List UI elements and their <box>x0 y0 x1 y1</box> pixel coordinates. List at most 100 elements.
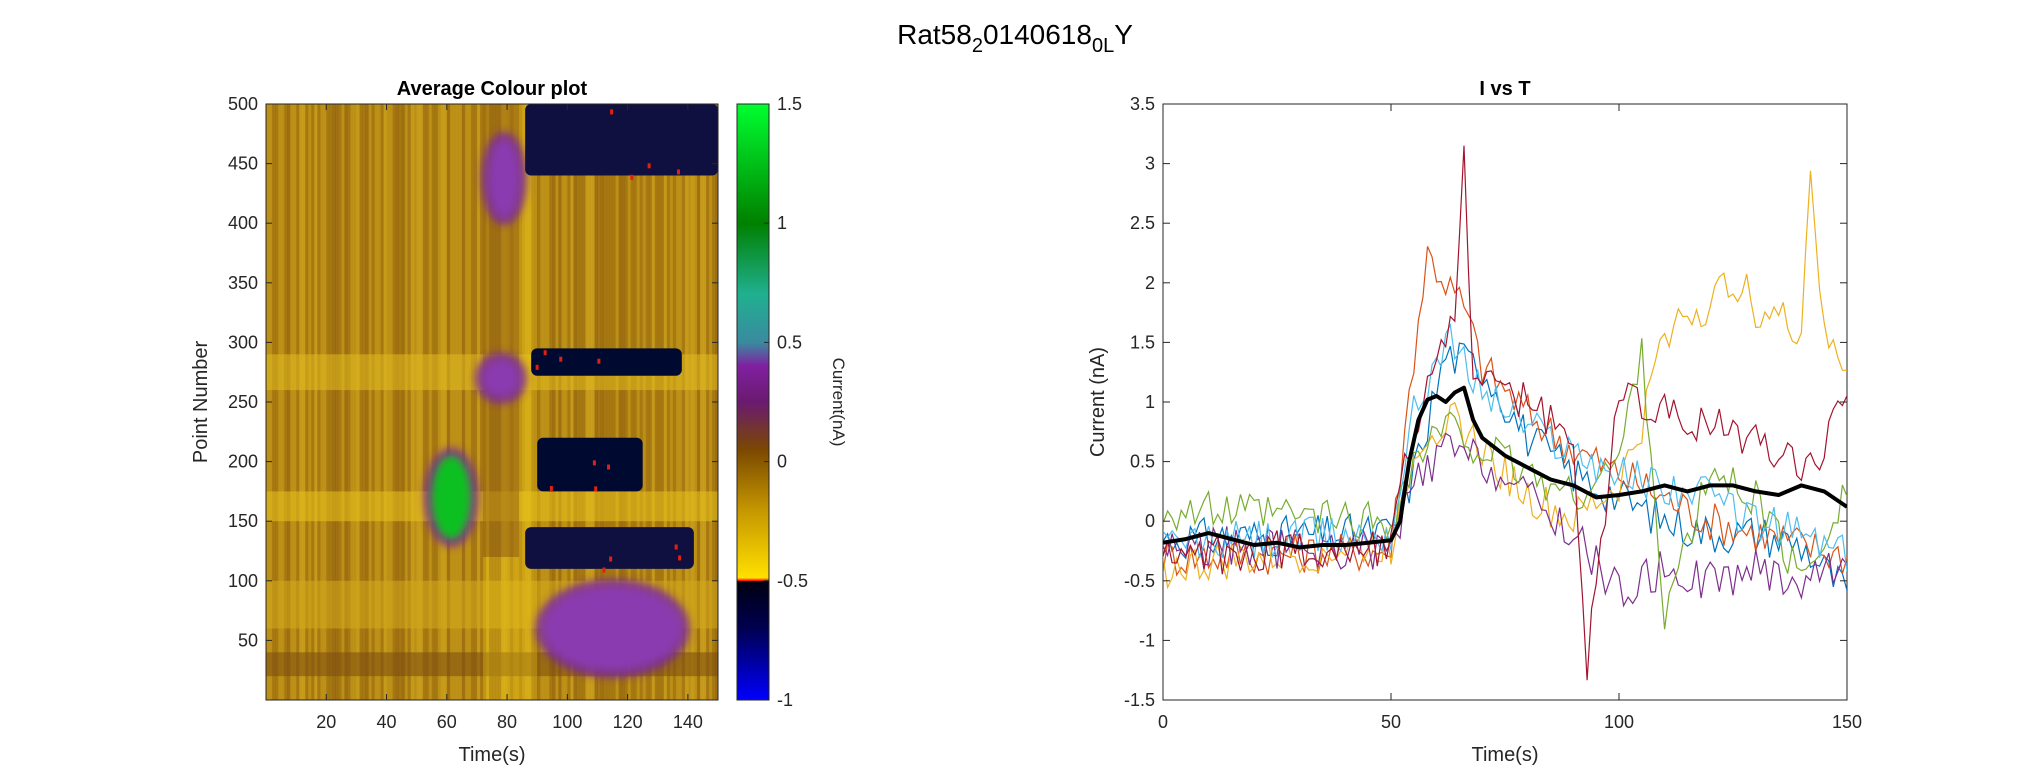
line-y-tick-label: -0.5 <box>1124 571 1155 591</box>
heatmap-stripe <box>437 104 442 700</box>
heatmap-stripe <box>311 104 315 700</box>
heatmap-band <box>266 491 718 522</box>
heatmap-stripes <box>266 104 718 700</box>
heatmap-stripe <box>479 104 484 700</box>
heatmap-stripe <box>537 104 541 700</box>
heatmap-stripe <box>678 104 683 700</box>
heatmap-stripe <box>555 104 559 700</box>
heatmap-stripe <box>696 104 701 700</box>
heatmap-stripe <box>567 104 571 700</box>
heatmap-stripe <box>389 104 394 700</box>
heatmap-stripe <box>690 104 695 700</box>
heatmap-stripe <box>657 104 662 700</box>
heatmap-stripe <box>642 104 647 700</box>
heatmap-stripe <box>410 104 415 700</box>
heatmap-region <box>525 104 718 176</box>
heatmap-stripe <box>585 104 589 700</box>
heatmap-stripe <box>633 104 638 700</box>
heatmap-stripe <box>618 104 623 700</box>
heatmap-stripe <box>353 104 357 700</box>
heatmap-stripe <box>413 104 418 700</box>
heatmap-region <box>531 348 682 376</box>
line-y-tick-label: 1.5 <box>1130 332 1155 352</box>
trial-trace <box>1163 145 1847 681</box>
line-y-tick-label: 3.5 <box>1130 94 1155 114</box>
heatmap-stripe <box>404 104 409 700</box>
heatmap-stripe <box>356 104 360 700</box>
heatmap-stripe <box>561 104 565 700</box>
heatmap-stripe <box>684 104 689 700</box>
heatmap-stripe <box>428 104 433 700</box>
heatmap-stripe <box>510 104 514 700</box>
heatmap-stripe <box>627 104 632 700</box>
heatmap-stripe <box>383 104 388 700</box>
line-x-tick-label: 50 <box>1381 712 1401 732</box>
trial-trace <box>1163 338 1847 630</box>
heatmap-stripe <box>374 104 378 700</box>
heatmap-stripe <box>651 104 656 700</box>
heatmap-stripe <box>464 104 469 700</box>
heatmap-speck <box>609 556 613 562</box>
heatmap-stripe <box>534 104 538 700</box>
heatmap-stripe <box>431 104 436 700</box>
heatmap-x-tick-label: 80 <box>497 712 517 732</box>
heatmap-stripe <box>323 104 327 700</box>
heatmap-stripe <box>516 104 520 700</box>
line-y-tick-label: 1 <box>1145 392 1155 412</box>
heatmap-stripe <box>702 104 707 700</box>
heatmap-stripe <box>687 104 692 700</box>
heatmap-stripe <box>579 104 583 700</box>
heatmap-stripe <box>600 104 604 700</box>
heatmap-stripe <box>639 104 644 700</box>
heatmap-speck <box>610 109 614 115</box>
heatmap-stripe <box>416 104 421 700</box>
heatmap-stripe <box>350 104 354 700</box>
heatmap-x-tick-label: 20 <box>316 712 336 732</box>
heatmap-speck <box>676 169 680 175</box>
colorbar-tick-label: -1 <box>777 690 793 710</box>
heatmap-stripe <box>540 104 544 700</box>
heatmap-stripe <box>564 104 568 700</box>
line-y-tick-label: 0.5 <box>1130 452 1155 472</box>
heatmap-stripe <box>395 104 400 700</box>
heatmap-stripe <box>588 104 592 700</box>
heatmap-stripe <box>380 104 385 700</box>
heatmap-stripe <box>296 104 300 700</box>
line-title: I vs T <box>1479 78 1530 100</box>
heatmap-speck <box>647 163 651 169</box>
line-plot: I vs T Time(s) Current (nA) 0 50 100 150 -1… <box>1087 78 1862 766</box>
heatmap-stripe <box>329 104 333 700</box>
line-x-label: Time(s) <box>1471 744 1538 766</box>
heatmap-stripe <box>552 104 556 700</box>
heatmap-stripe <box>458 104 463 700</box>
heatmap-stripe <box>594 104 598 700</box>
heatmap-stripe <box>284 104 288 700</box>
heatmap-stripe <box>347 104 351 700</box>
colorbar-label: Current(nA) <box>829 358 848 447</box>
heatmap-stripe <box>305 104 309 700</box>
heatmap-speck <box>630 174 634 180</box>
line-x-ticks: 0 50 100 150 <box>1158 104 1862 732</box>
heatmap-stripe <box>705 104 710 700</box>
heatmap-x-ticks: 20 40 60 80 100 120 140 <box>316 104 703 732</box>
line-x-tick-label: 0 <box>1158 712 1168 732</box>
heatmap-stripe <box>488 104 493 700</box>
heatmap-stripe <box>275 104 279 700</box>
line-y-tick-label: 3 <box>1145 154 1155 174</box>
heatmap-region <box>482 360 520 397</box>
heatmap-stripe <box>636 104 641 700</box>
heatmap-stripe <box>473 104 478 700</box>
heatmap-stripe <box>434 104 439 700</box>
heatmap-stripe <box>519 104 523 700</box>
heatmap-speck <box>678 555 682 561</box>
heatmap-y-tick-label: 450 <box>228 154 258 174</box>
line-plot-area <box>1162 103 1848 701</box>
heatmap-stripe <box>630 104 635 700</box>
line-y-tick-label: -1 <box>1139 630 1155 650</box>
heatmap-stripe <box>558 104 562 700</box>
heatmap-stripe <box>452 104 457 700</box>
heatmap-region <box>525 527 694 569</box>
heatmap-y-ticks: 50 100 150 200 250 300 350 400 450 500 <box>228 94 718 650</box>
heatmap-stripe <box>582 104 586 700</box>
line-y-tick-label: 0 <box>1145 511 1155 531</box>
